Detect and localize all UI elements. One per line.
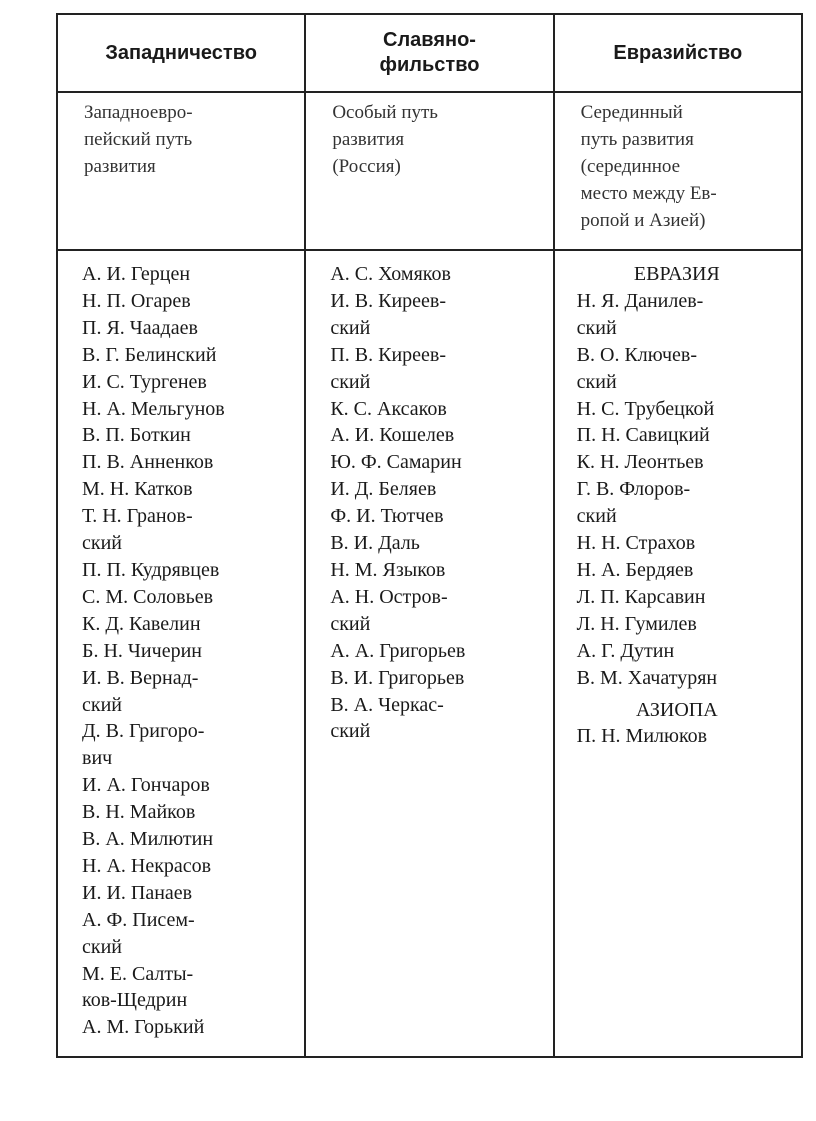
person-name: А. И. Кошелев: [330, 424, 455, 447]
person-name: Н. М. Языков: [330, 558, 446, 581]
person-name: В. А. Милютин: [82, 828, 214, 851]
person-name: Д. В. Григоро- вич: [82, 720, 205, 770]
person-name: А. Г. Дутин: [576, 639, 675, 662]
person-name: П. В. Киреев- ский: [330, 343, 447, 393]
header-row: Западничество Славяно- фильство Евразийс…: [55, 13, 804, 93]
person-name: В. М. Хачатурян: [576, 666, 718, 689]
person-name: Н. Я. Данилев- ский: [576, 289, 704, 339]
person-name: Л. П. Карсавин: [576, 585, 706, 608]
person-name: И. В. Киреев- ский: [330, 289, 447, 339]
header-slavophilism: Славяно- фильство: [304, 13, 555, 93]
person-name: В. О. Ключев- ский: [576, 343, 697, 393]
person-name: И. И. Панаев: [82, 881, 193, 904]
header-label: Славяно- фильство: [379, 29, 480, 76]
person-name: И. А. Гончаров: [82, 774, 210, 797]
person-name: В. И. Даль: [330, 532, 420, 555]
person-name: К. С. Аксаков: [330, 397, 447, 420]
person-name: Т. Н. Гранов- ский: [82, 505, 193, 555]
person-name: Н. С. Трубецкой: [576, 397, 715, 420]
header-label: Евразийство: [613, 41, 743, 64]
person-name: Н. А. Мельгунов: [82, 397, 225, 420]
person-name: Ю. Ф. Самарин: [330, 451, 462, 474]
person-name: К. Н. Леонтьев: [576, 451, 704, 474]
names-row: А. И. Герцен Н. П. Огарев П. Я. Чаадаев В. …: [55, 249, 804, 1058]
header-eurasianism: Евразийство: [552, 13, 804, 93]
person-name: В. А. Черкас- ский: [330, 693, 444, 743]
person-name: А. А. Григорьев: [330, 639, 466, 662]
description-westernism: Западноевро- пейский путь развития: [55, 91, 307, 251]
person-name: К. Д. Кавелин: [82, 612, 201, 635]
person-name: С. М. Соловьев: [82, 585, 214, 608]
person-name: А. И. Герцен: [82, 263, 191, 285]
person-name: В. Г. Белинский: [82, 343, 217, 366]
person-name: П. Н. Милюков: [576, 725, 708, 748]
person-name: Г. В. Флоров- ский: [576, 478, 691, 528]
person-name: Б. Н. Чичерин: [82, 639, 202, 662]
names-westernism: А. И. Герцен Н. П. Огарев П. Я. Чаадаев В. …: [55, 249, 307, 1058]
description-slavophilism: Особый путь развития (Россия): [304, 91, 555, 251]
names-eurasianism: ЕВРАЗИЯ Н. Я. Данилев- ский В. О. Ключев- …: [552, 249, 804, 1058]
person-name: П. Я. Чаадаев: [82, 316, 198, 339]
person-name: П. П. Кудрявцев: [82, 558, 220, 581]
person-name: А. Н. Остров- ский: [330, 585, 448, 635]
person-name: И. С. Тургенев: [82, 370, 207, 393]
person-name: В. П. Боткин: [82, 424, 191, 447]
person-name: И. Д. Беляев: [330, 478, 437, 501]
person-name: М. Е. Салты- ков-Щедрин: [82, 962, 194, 1012]
person-name: А. М. Горький: [82, 1016, 205, 1039]
description-eurasianism: Серединный путь развития (серединное мес…: [552, 91, 804, 251]
description-row: Западноевро- пейский путь развития Особы…: [55, 91, 804, 251]
group-heading: АЗИОПА: [635, 698, 718, 721]
person-name: М. Н. Катков: [82, 478, 193, 501]
person-name: А. С. Хомяков: [330, 263, 451, 285]
header-westernism: Западничество: [55, 13, 307, 93]
person-name: В. И. Григорьев: [330, 666, 465, 689]
person-name: Н. П. Огарев: [82, 289, 191, 312]
person-name: Н. А. Некрасов: [82, 854, 212, 877]
person-name: Л. Н. Гумилев: [576, 612, 697, 635]
ideologies-table: Западничество Славяно- фильство Евразийс…: [55, 13, 804, 1058]
person-name: П. В. Анненков: [82, 451, 214, 474]
person-name: Н. Н. Страхов: [576, 532, 696, 555]
person-name: Ф. И. Тютчев: [330, 505, 444, 528]
header-label: Западничество: [105, 41, 257, 64]
group-heading: ЕВРАЗИЯ: [633, 263, 720, 285]
person-name: Н. А. Бердяев: [576, 558, 694, 581]
person-name: В. Н. Майков: [82, 801, 196, 824]
names-slavophilism: А. С. Хомяков И. В. Киреев- ский П. В. Кир…: [304, 249, 555, 1058]
person-name: П. Н. Савицкий: [576, 424, 710, 447]
person-name: И. В. Вернад- ский: [82, 666, 199, 716]
person-name: А. Ф. Писем- ский: [82, 908, 195, 958]
